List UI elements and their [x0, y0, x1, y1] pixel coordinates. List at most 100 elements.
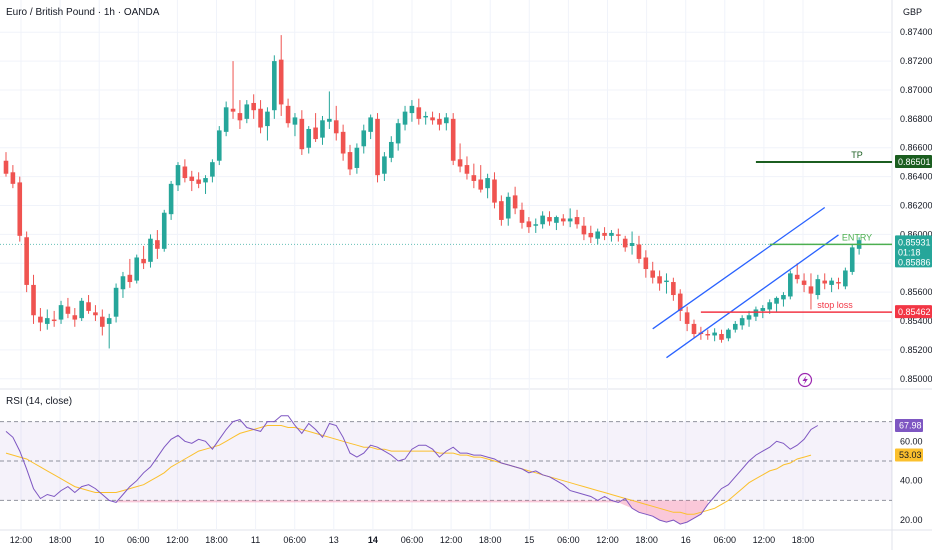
candle-body: [471, 175, 477, 181]
candle-body: [478, 179, 484, 190]
candle-body: [72, 315, 78, 320]
chart-title: Euro / British Pound · 1h · OANDA: [6, 7, 160, 18]
candle-body: [533, 224, 539, 226]
time-tick-label: 16: [681, 535, 691, 545]
candle-body: [554, 217, 559, 223]
price-tick-label: 0.86400: [900, 172, 932, 182]
rsi-ma-tag-bg: [895, 448, 923, 462]
candle-body: [161, 212, 167, 249]
lightning-icon-bolt: [802, 375, 808, 385]
candle-body: [292, 117, 298, 125]
price-tick-label: 0.86000: [900, 229, 932, 239]
candle-body: [272, 61, 277, 111]
rsi-value-tag: 67.98: [899, 421, 922, 431]
candle-body: [134, 257, 140, 281]
price-tick-label: 0.85200: [900, 345, 932, 355]
lightning-icon: [797, 372, 813, 388]
candle-body: [843, 270, 848, 287]
candle-body: [127, 274, 133, 283]
candle-body: [492, 179, 497, 203]
time-tick-label: 11: [251, 535, 260, 545]
candle-body: [306, 128, 312, 148]
candle-body: [567, 218, 573, 222]
price-tick-label: 0.87200: [900, 56, 932, 66]
candle-body: [595, 231, 600, 239]
candle-body: [815, 279, 821, 296]
rsi-title: RSI (14, close): [6, 396, 72, 407]
candle-body: [643, 257, 649, 270]
candle-body: [175, 165, 181, 186]
tp-label: TP: [851, 150, 863, 160]
candle-body: [767, 302, 772, 310]
candle-body: [354, 147, 360, 168]
candle-body: [505, 196, 511, 219]
time-tick-label: 12:00: [753, 535, 776, 545]
candle-body: [836, 282, 841, 284]
candle-body: [38, 316, 43, 323]
time-tick-label: 18:00: [479, 535, 502, 545]
candle-body: [333, 120, 339, 134]
candle-body: [278, 59, 284, 105]
rsi-tick-label: 60.00: [900, 436, 923, 446]
candle-body: [168, 183, 174, 215]
time-tick-label: 06:00: [557, 535, 580, 545]
candle-body: [93, 312, 98, 316]
candle-body: [671, 282, 676, 296]
candle-body: [120, 276, 126, 290]
prev-price-value: 0.85886: [898, 257, 931, 267]
last-price-tag-bg: [895, 235, 932, 268]
candle-body: [320, 120, 325, 138]
rsi-value-tag-bg: [895, 419, 923, 433]
time-tick-label: 06:00: [283, 535, 306, 545]
time-tick-label: 10: [94, 535, 104, 545]
candle-body: [822, 280, 828, 284]
candle-body: [677, 293, 683, 311]
time-tick-label: 12:00: [596, 535, 619, 545]
time-tick-label: 12:00: [440, 535, 463, 545]
candle-body: [237, 113, 243, 121]
candle-body: [155, 240, 160, 249]
candle-body: [24, 237, 29, 285]
candle-body: [574, 217, 580, 225]
candle-body: [650, 270, 656, 278]
candle-body: [327, 118, 332, 122]
time-tick-label: 06:00: [127, 535, 150, 545]
entry-label: ENTRY: [842, 232, 872, 242]
sl-price-tag: 0.85462: [898, 307, 931, 317]
candle-body: [499, 201, 504, 220]
rsi-line: [5, 415, 819, 525]
candle-body: [616, 234, 621, 236]
candle-body: [368, 117, 373, 132]
candle-body: [444, 117, 449, 124]
time-tick-label: 18:00: [49, 535, 72, 545]
candle-body: [285, 105, 291, 124]
candle-body: [560, 218, 566, 222]
rsi-tick-label: 20.00: [900, 515, 923, 525]
candle-body: [10, 172, 16, 184]
candle-body: [547, 217, 552, 222]
candle-body: [609, 232, 614, 236]
candle-body: [602, 232, 607, 236]
candle-body: [664, 280, 669, 283]
candle-body: [801, 280, 807, 285]
candle-body: [31, 284, 36, 316]
candle-body: [210, 162, 215, 177]
candle-body: [636, 244, 642, 259]
rsi-tick-label: 40.00: [900, 476, 923, 486]
candle-body: [437, 118, 442, 125]
candle-body: [622, 238, 628, 248]
channel-line-upper: [652, 206, 826, 330]
axes: 0.87400 0.87200 0.87000 0.86800 0.86600 0.864…: [10, 27, 932, 545]
candle-body: [746, 315, 752, 320]
candle-body: [691, 323, 697, 335]
price-tick-label: 0.86600: [900, 143, 932, 153]
channel-line-lower: [666, 234, 839, 359]
candle-body: [450, 118, 456, 161]
candle-body: [512, 195, 518, 209]
sl-price-tag-bg: [895, 305, 932, 319]
rsi-oversold-fill: [116, 500, 708, 525]
candle-body: [629, 243, 635, 246]
candle-body: [216, 130, 222, 161]
time-tick-label: 12:00: [166, 535, 189, 545]
